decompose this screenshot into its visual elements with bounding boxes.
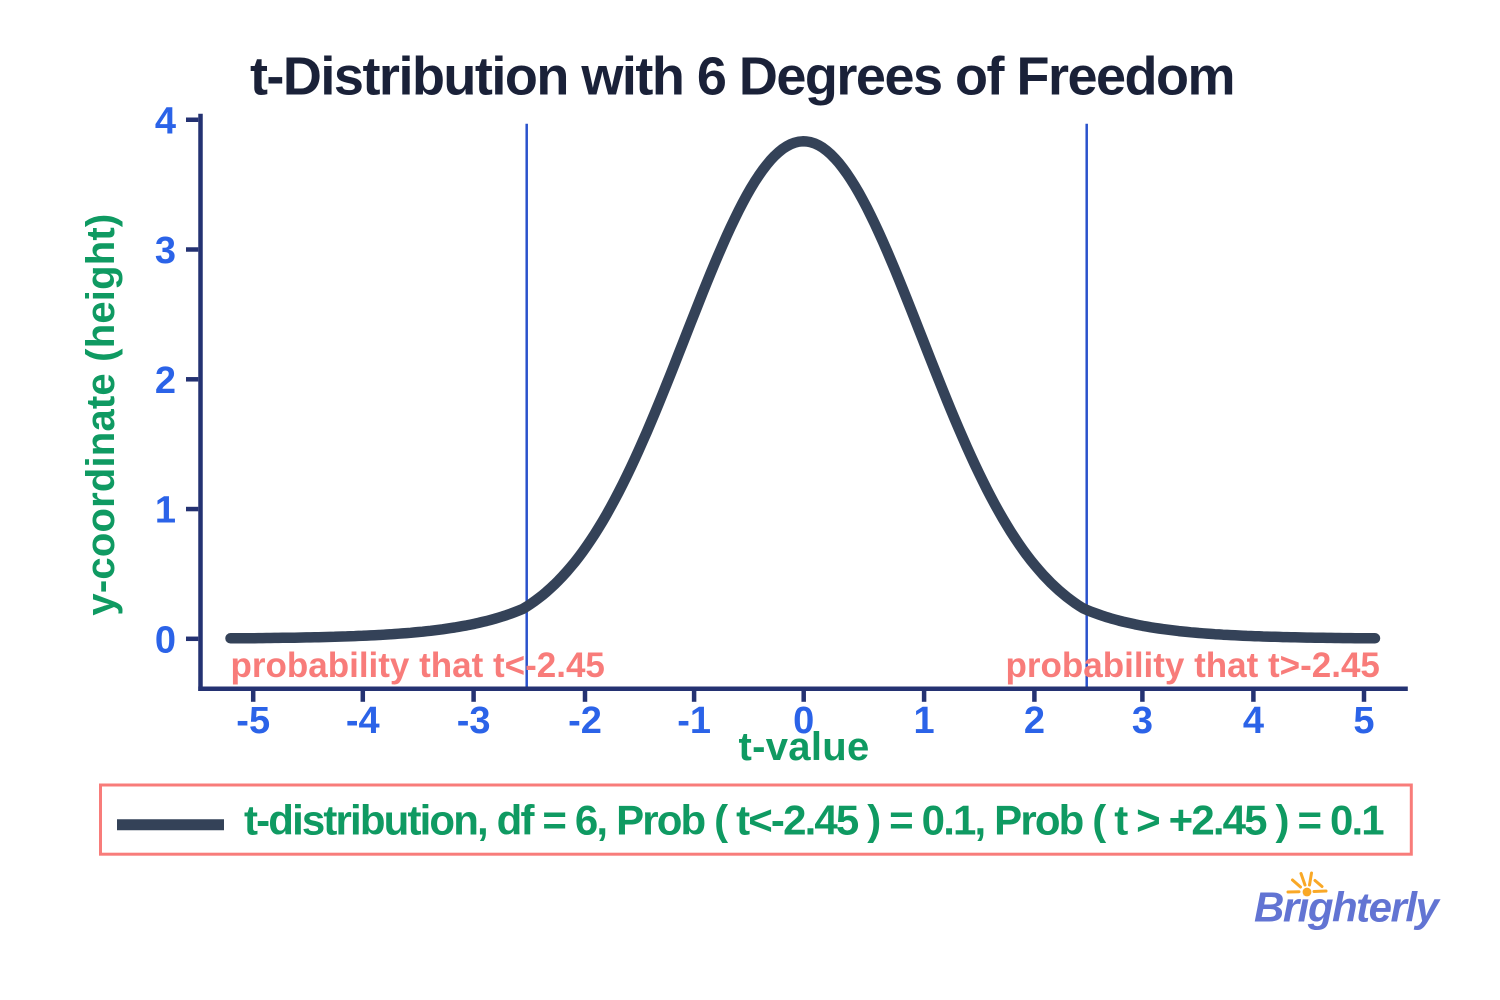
svg-text:-5: -5 xyxy=(236,700,270,742)
svg-text:4: 4 xyxy=(1243,700,1264,742)
svg-text:1: 1 xyxy=(914,700,935,742)
svg-text:1: 1 xyxy=(155,490,176,532)
svg-text:2: 2 xyxy=(155,360,176,402)
svg-text:2: 2 xyxy=(1024,700,1045,742)
svg-text:3: 3 xyxy=(1132,700,1153,742)
svg-text:t-value: t-value xyxy=(738,725,869,769)
svg-text:y-coordinate (height): y-coordinate (height) xyxy=(79,214,123,616)
svg-text:-2: -2 xyxy=(568,700,602,742)
svg-text:-3: -3 xyxy=(457,700,491,742)
svg-text:-1: -1 xyxy=(677,700,711,742)
svg-text:3: 3 xyxy=(155,230,176,272)
svg-text:0: 0 xyxy=(155,619,176,661)
svg-text:4: 4 xyxy=(155,100,176,142)
svg-text:t-distribution, df = 6, Prob (: t-distribution, df = 6, Prob ( t<-2.45 )… xyxy=(244,797,1384,844)
svg-text:0: 0 xyxy=(793,700,814,742)
svg-text:5: 5 xyxy=(1353,700,1374,742)
svg-text:-4: -4 xyxy=(346,700,380,742)
svg-text:Brighterly: Brighterly xyxy=(1254,884,1442,931)
svg-text:probability that t<-2.45: probability that t<-2.45 xyxy=(231,646,605,685)
svg-text:probability that t>-2.45: probability that t>-2.45 xyxy=(1006,646,1380,685)
svg-text:t-Distribution with 6 Degrees: t-Distribution with 6 Degrees of Freedom xyxy=(250,47,1234,107)
